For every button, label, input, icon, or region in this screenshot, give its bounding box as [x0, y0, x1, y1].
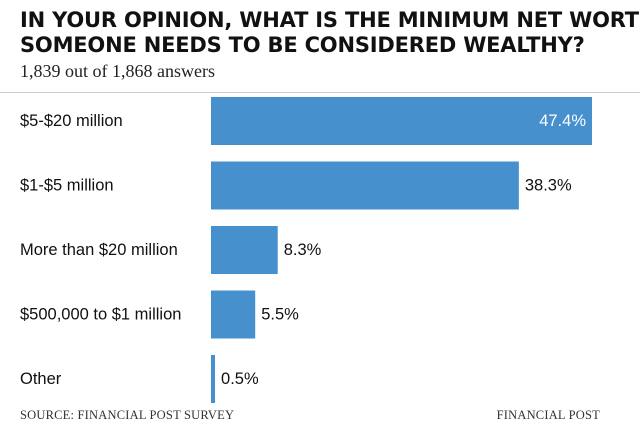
bar: [211, 97, 592, 145]
chart-subtitle: 1,839 out of 1,868 answers: [20, 61, 215, 81]
value-label: 8.3%: [284, 241, 322, 259]
publisher-credit: FINANCIAL POST: [496, 408, 600, 422]
source-note: SOURCE: FINANCIAL POST SURVEY: [20, 408, 235, 422]
chart-title: IN YOUR OPINION, WHAT IS THE MINIMUM NET…: [20, 8, 640, 58]
bar: [211, 290, 256, 339]
category-label: Other: [20, 370, 62, 388]
title-divider: [0, 92, 640, 93]
bar: [211, 161, 519, 210]
value-label: 0.5%: [221, 370, 259, 388]
category-label: $500,000 to $1 million: [20, 306, 181, 324]
chart-title-line-2: SOMEONE NEEDS TO BE CONSIDERED WEALTHY?: [20, 33, 585, 57]
value-label: 5.5%: [261, 306, 299, 324]
category-label: $1-$5 million: [20, 177, 114, 195]
category-label: More than $20 million: [20, 241, 178, 259]
category-label: $5-$20 million: [20, 112, 123, 130]
bar: [211, 355, 216, 403]
value-label: 38.3%: [525, 177, 572, 195]
bar: [211, 226, 278, 274]
value-label: 47.4%: [539, 112, 586, 130]
chart-title-line-1: IN YOUR OPINION, WHAT IS THE MINIMUM NET…: [20, 8, 640, 32]
